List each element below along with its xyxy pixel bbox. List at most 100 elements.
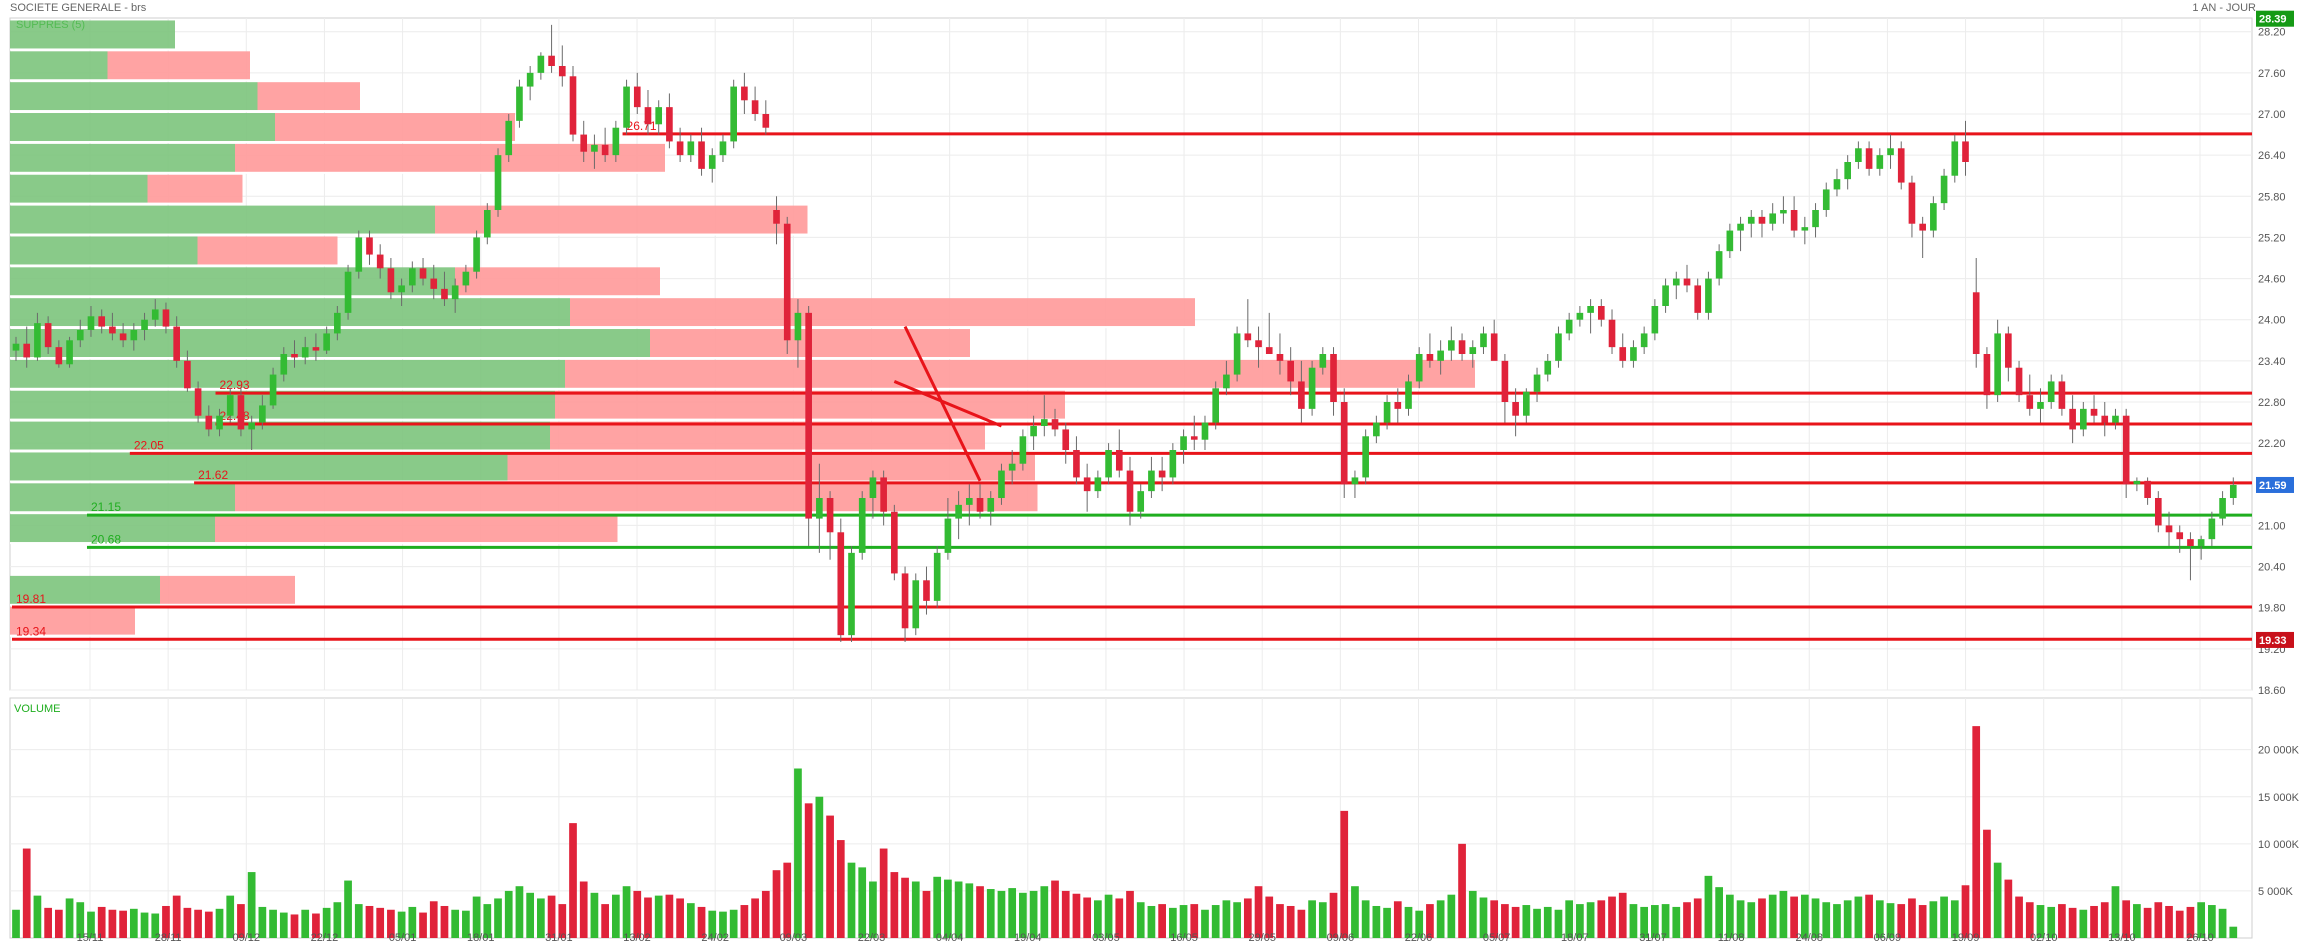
candle-body bbox=[1855, 148, 1862, 162]
candle-body bbox=[1523, 391, 1530, 416]
candle-body bbox=[666, 107, 673, 142]
candle-body bbox=[430, 278, 438, 289]
volume-bar bbox=[515, 886, 524, 938]
candle-body bbox=[1255, 340, 1262, 348]
period-label[interactable]: 1 AN - JOUR bbox=[2192, 2, 2256, 14]
volume-bar bbox=[1201, 909, 1209, 938]
profile-sell-bar bbox=[257, 82, 360, 111]
price-tick-label: 25.80 bbox=[2258, 191, 2286, 203]
volume-bar bbox=[1019, 892, 1027, 938]
candle-body bbox=[1201, 422, 1209, 440]
volume-bar bbox=[1640, 906, 1649, 938]
volume-bar bbox=[290, 914, 299, 938]
volume-bar bbox=[901, 877, 909, 938]
candle-body bbox=[109, 326, 116, 334]
profile-buy-bar bbox=[10, 483, 235, 512]
candle-body bbox=[226, 395, 234, 416]
candle-body bbox=[76, 330, 84, 341]
volume-bar bbox=[1468, 890, 1477, 938]
volume-bars bbox=[12, 726, 2238, 938]
candle-body bbox=[44, 323, 52, 348]
volume-bar bbox=[129, 908, 138, 938]
volume-bar bbox=[22, 848, 31, 938]
volume-bar bbox=[751, 898, 759, 938]
candle-body bbox=[912, 580, 920, 629]
volume-bar bbox=[376, 907, 385, 938]
candle-body bbox=[1073, 450, 1080, 478]
volume-bar bbox=[1693, 898, 1702, 938]
volume-bar bbox=[408, 906, 417, 938]
volume-bar bbox=[976, 886, 984, 938]
candle-body bbox=[1887, 148, 1894, 156]
candle-body bbox=[1115, 450, 1123, 471]
candle-body bbox=[633, 86, 641, 108]
volume-label: VOLUME bbox=[14, 703, 60, 715]
candle-body bbox=[355, 237, 363, 272]
profile-sell-bar bbox=[550, 421, 985, 450]
trendline bbox=[903, 325, 982, 482]
volume-bar bbox=[869, 881, 877, 938]
candle-body bbox=[719, 141, 727, 156]
profile-sell-bar bbox=[10, 606, 135, 635]
profile-buy-bar bbox=[10, 20, 175, 49]
candle-body bbox=[1876, 155, 1884, 169]
price-tick-label: 27.00 bbox=[2258, 109, 2286, 121]
candle-body bbox=[12, 343, 20, 351]
candle-body bbox=[612, 127, 620, 156]
candle-body bbox=[708, 155, 716, 169]
volume-bar bbox=[1950, 900, 1959, 938]
date-tick-label: 09/12 bbox=[233, 932, 261, 944]
candle-body bbox=[441, 288, 448, 300]
volume-bar bbox=[1715, 887, 1723, 938]
volume-bar bbox=[44, 907, 52, 938]
candle-body bbox=[1758, 216, 1766, 224]
volume-bar bbox=[429, 901, 438, 938]
volume-bar bbox=[665, 894, 674, 938]
volume-bar bbox=[1372, 905, 1381, 938]
volume-bar bbox=[1265, 896, 1274, 938]
date-tick-label: 22/12 bbox=[311, 932, 339, 944]
candle-body bbox=[1983, 354, 1991, 396]
volume-bar bbox=[1779, 890, 1788, 938]
candle-body bbox=[55, 347, 63, 365]
volume-bar bbox=[312, 913, 320, 938]
candle-body bbox=[1244, 333, 1252, 341]
volume-bar bbox=[783, 862, 792, 938]
volume-bar bbox=[2015, 896, 2023, 938]
candle-body bbox=[2219, 498, 2226, 519]
candle-body bbox=[955, 504, 962, 519]
candle-body bbox=[1287, 360, 1294, 382]
candle-body bbox=[1812, 210, 1819, 228]
volume-bar bbox=[1404, 906, 1413, 938]
volume-bar bbox=[1511, 906, 1520, 938]
candle-body bbox=[901, 573, 909, 629]
volume-tick-label: 20 000K bbox=[2258, 745, 2300, 757]
profile-sell-bar bbox=[570, 298, 1195, 327]
profile-buy-bar bbox=[10, 329, 650, 358]
price-tick-label: 27.60 bbox=[2258, 68, 2286, 80]
candle-body bbox=[1490, 333, 1498, 361]
volume-bar bbox=[1308, 900, 1316, 938]
candle-body bbox=[880, 477, 887, 512]
date-tick-label: 03/05 bbox=[1092, 932, 1120, 944]
candle-body bbox=[1597, 306, 1605, 320]
volume-bar bbox=[676, 898, 684, 938]
volume-bar bbox=[87, 911, 95, 938]
candle-body bbox=[1148, 470, 1155, 492]
candle-body bbox=[1373, 422, 1380, 437]
volume-bar bbox=[1554, 909, 1563, 938]
candle-body bbox=[1780, 210, 1787, 214]
volume-bar bbox=[708, 910, 717, 938]
candle-body bbox=[119, 333, 127, 341]
candle-body bbox=[1608, 319, 1616, 348]
volume-bar bbox=[151, 913, 160, 938]
level-label: 26.71 bbox=[627, 119, 657, 133]
candle-body bbox=[23, 343, 31, 358]
high-price-badge: 28.39 bbox=[2259, 14, 2287, 26]
date-tick-label: 18/07 bbox=[1561, 932, 1589, 944]
volume-bar bbox=[258, 906, 267, 938]
candle-body bbox=[2090, 408, 2098, 416]
candle-body bbox=[1469, 347, 1477, 354]
candle-body bbox=[1951, 141, 1959, 176]
candle-body bbox=[869, 477, 877, 498]
